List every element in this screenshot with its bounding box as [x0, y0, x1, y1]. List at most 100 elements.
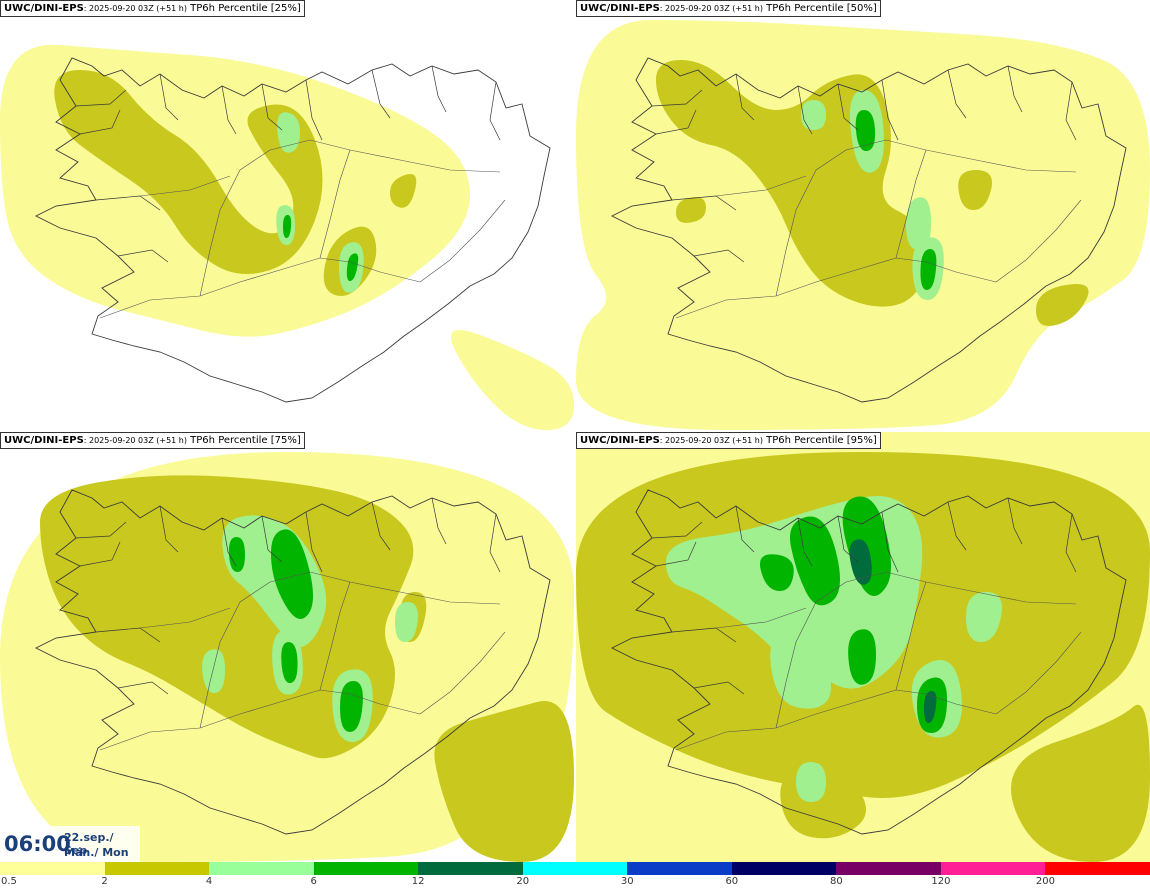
fjord-line: [693, 249, 745, 263]
panel-divider-horizontal: [0, 430, 1150, 432]
fjord-line: [117, 681, 169, 695]
legend-swatch: [104, 862, 211, 875]
fjord-line: [305, 511, 323, 573]
fjord-line: [797, 517, 813, 567]
fjord-line: [75, 521, 127, 539]
fjord-line: [947, 69, 967, 119]
fjord-line: [881, 511, 899, 573]
precip-area-medium: [390, 174, 417, 208]
fjord-line: [837, 83, 859, 131]
legend-tick-label: 4: [205, 876, 213, 887]
precip-area-light: [450, 330, 574, 430]
fjord-line: [117, 249, 169, 263]
precip-map-p50: [576, 0, 1150, 430]
legend-swatch: [418, 862, 524, 875]
precip-area-lightgreen: [202, 649, 225, 694]
road-line: [675, 257, 997, 319]
road-line: [895, 149, 927, 259]
road-line: [319, 149, 351, 259]
precip-area-medium: [958, 170, 992, 210]
fjord-line: [881, 79, 899, 141]
fjord-line: [261, 83, 283, 131]
fjord-line: [947, 501, 967, 551]
color-legend: 0.5 2 4 6 12 20 30 60 80 120 200: [0, 862, 1150, 891]
fjord-line: [79, 109, 121, 135]
fjord-line: [1007, 65, 1023, 113]
fjord-line: [75, 89, 127, 107]
legend-tick-label: 0.5: [1, 876, 17, 887]
precip-area-green: [855, 110, 876, 152]
precip-area-green: [228, 537, 245, 572]
fjord-line: [651, 521, 703, 539]
panel-title-p25: UWC/DINI-EPS: 2025-09-20 03Z (+51 h) TP6…: [0, 0, 305, 17]
panel-title-p95: UWC/DINI-EPS: 2025-09-20 03Z (+51 h) TP6…: [576, 432, 881, 449]
legend-swatch: [209, 862, 315, 875]
fjord-line: [735, 505, 755, 553]
fjord-line: [431, 497, 447, 545]
road-line: [199, 139, 501, 297]
legend-swatch: [313, 862, 420, 875]
precip-area-medium: [40, 475, 414, 759]
precip-area-green: [790, 516, 840, 606]
road-line: [895, 581, 927, 691]
precip-area-lightgreen: [796, 762, 826, 802]
precip-area-lightgreen: [395, 602, 418, 642]
fjord-line: [1065, 513, 1077, 573]
road-line: [675, 689, 997, 751]
legend-tick-label: 80: [829, 876, 843, 887]
precip-area-darkgreen: [849, 539, 872, 585]
precip-area-green: [346, 253, 359, 282]
precip-area-medium: [54, 70, 323, 274]
legend-tick-label: 2: [101, 876, 108, 887]
fjord-line: [261, 515, 283, 563]
precip-map-p75: [0, 432, 574, 862]
panel-title-p75: UWC/DINI-EPS: 2025-09-20 03Z (+51 h) TP6…: [0, 432, 305, 449]
precip-area-lightgreen: [906, 197, 931, 250]
fjord-line: [221, 517, 237, 567]
fjord-line: [693, 681, 745, 695]
precip-area-medium: [1011, 704, 1150, 862]
road-line: [715, 175, 807, 197]
precip-area-green: [848, 629, 876, 685]
road-line: [99, 689, 421, 751]
legend-swatch: [1045, 862, 1150, 875]
map-panel-p95: UWC/DINI-EPS: 2025-09-20 03Z (+51 h) TP6…: [576, 432, 1150, 862]
precip-area-lightgreen: [966, 592, 1002, 642]
fjord-line: [159, 505, 179, 553]
panel-title-p50: UWC/DINI-EPS: 2025-09-20 03Z (+51 h) TP6…: [576, 0, 881, 17]
precip-area-green: [281, 642, 298, 684]
valid-date: 22.sep./ Sep: [64, 831, 114, 857]
precip-area-green: [920, 248, 937, 290]
road-line: [199, 571, 501, 729]
road-line: [319, 581, 351, 691]
precip-area-darkgreen: [924, 690, 937, 724]
road-line: [995, 199, 1082, 283]
precip-area-lightgreen: [801, 100, 826, 130]
legend-tick-label: 6: [310, 876, 317, 887]
legend-swatch: [836, 862, 942, 875]
valid-time: 06:00: [4, 832, 71, 856]
legend-swatch: [731, 862, 838, 875]
fjord-line: [489, 513, 501, 573]
precip-area-medium: [434, 700, 574, 862]
precip-area-lightgreen: [277, 112, 300, 153]
road-line: [139, 175, 231, 197]
valid-time-box: 06:00 22.sep./ Sep Mán./ Mon: [0, 826, 140, 862]
map-panel-p75: UWC/DINI-EPS: 2025-09-20 03Z (+51 h) TP6…: [0, 432, 574, 862]
precip-area-medium: [676, 197, 706, 223]
fjord-line: [797, 85, 813, 135]
fjord-line: [305, 79, 323, 141]
precip-area-green: [760, 554, 794, 592]
legend-swatch: [0, 862, 106, 875]
road-line: [139, 607, 231, 629]
precip-area-green: [270, 529, 313, 619]
road-line: [99, 257, 421, 319]
precip-area-medium: [1036, 284, 1089, 326]
precip-map-p95: [576, 432, 1150, 862]
legend-swatch: [940, 862, 1047, 875]
fjord-line: [489, 81, 501, 141]
fjord-line: [1007, 497, 1023, 545]
fjord-line: [1065, 81, 1077, 141]
road-line: [715, 607, 807, 629]
legend-tick-label: 12: [411, 876, 425, 887]
